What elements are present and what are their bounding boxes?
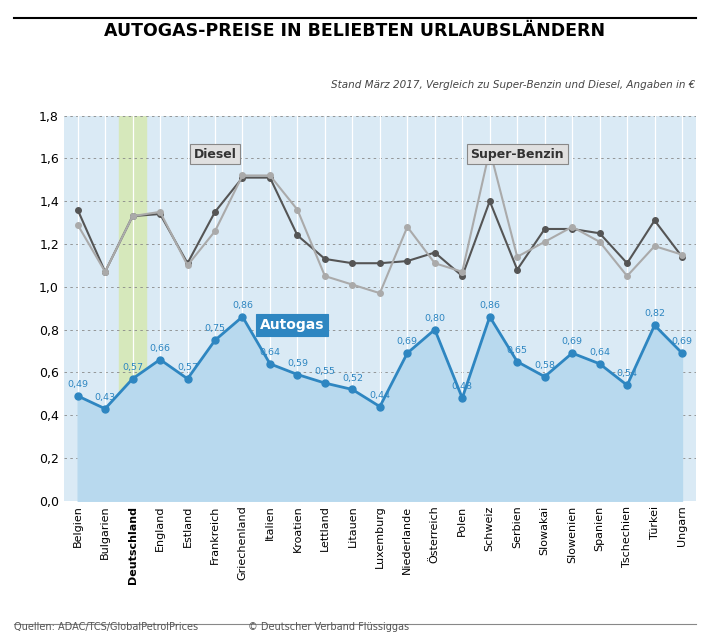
Bar [119,116,146,501]
Text: 0,57: 0,57 [177,363,198,372]
Text: 0,64: 0,64 [589,348,610,357]
Text: 0,69: 0,69 [672,337,692,346]
Text: 0,64: 0,64 [259,348,280,357]
Text: 0,80: 0,80 [425,313,445,323]
Text: 0,69: 0,69 [562,337,583,346]
Text: 0,44: 0,44 [369,390,390,400]
Text: 0,66: 0,66 [150,343,170,352]
Text: 0,49: 0,49 [67,380,88,389]
Text: 0,69: 0,69 [397,337,417,346]
Text: Autogas: Autogas [260,318,324,333]
Text: 0,52: 0,52 [342,374,363,383]
Text: 0,65: 0,65 [507,345,528,355]
Text: Super-Benzin: Super-Benzin [471,148,564,160]
Text: 0,43: 0,43 [94,393,116,402]
Text: 0,58: 0,58 [534,361,555,370]
Text: Quellen: ADAC/TCS/GlobalPetrolPrices: Quellen: ADAC/TCS/GlobalPetrolPrices [14,622,198,632]
Text: 0,55: 0,55 [315,367,335,376]
Text: 0,86: 0,86 [232,300,253,310]
Text: 0,57: 0,57 [122,363,143,372]
Text: Diesel: Diesel [194,148,236,160]
Text: 0,86: 0,86 [479,300,501,310]
Text: 0,59: 0,59 [287,358,308,368]
Text: 0,48: 0,48 [452,382,473,391]
Text: 0,82: 0,82 [644,309,665,318]
Text: 0,54: 0,54 [616,369,638,378]
Text: © Deutscher Verband Flüssiggas: © Deutscher Verband Flüssiggas [248,622,410,632]
Text: 0,75: 0,75 [204,324,226,333]
Text: Stand März 2017, Vergleich zu Super-Benzin und Diesel, Angaben in €: Stand März 2017, Vergleich zu Super-Benz… [332,80,696,91]
Text: AUTOGAS-PREISE IN BELIEBTEN URLAUBSLÄNDERN: AUTOGAS-PREISE IN BELIEBTEN URLAUBSLÄNDE… [104,22,606,40]
